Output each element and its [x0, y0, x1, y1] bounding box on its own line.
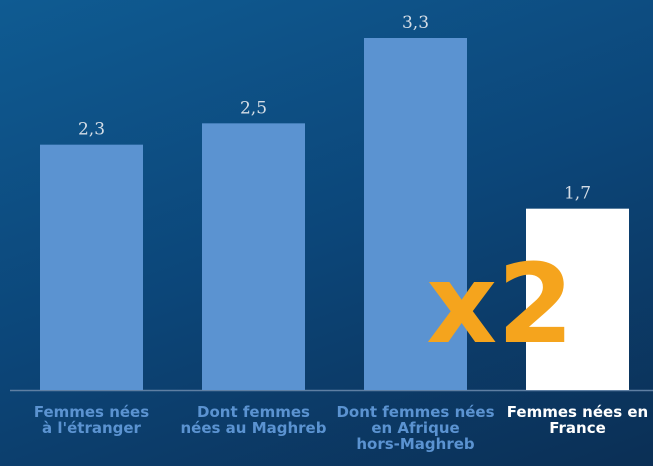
- bar: [40, 144, 143, 390]
- value-label: 1,7: [564, 184, 591, 204]
- x-tick-label: Femmes nées à l'étranger: [33, 403, 150, 437]
- annotation: x2: [426, 240, 574, 368]
- value-label: 2,3: [78, 120, 105, 140]
- value-label: 2,5: [240, 98, 267, 118]
- bar: [526, 208, 629, 390]
- value-label: 3,3: [402, 13, 429, 33]
- x-tick-label: Femmes nées en France: [506, 403, 649, 437]
- x-tick-label: Dont femmes nées en Afrique hors-Maghreb: [336, 403, 495, 453]
- bar: [364, 38, 467, 390]
- bar: [202, 123, 305, 390]
- x-tick-label: Dont femmes nées au Maghreb: [180, 403, 327, 437]
